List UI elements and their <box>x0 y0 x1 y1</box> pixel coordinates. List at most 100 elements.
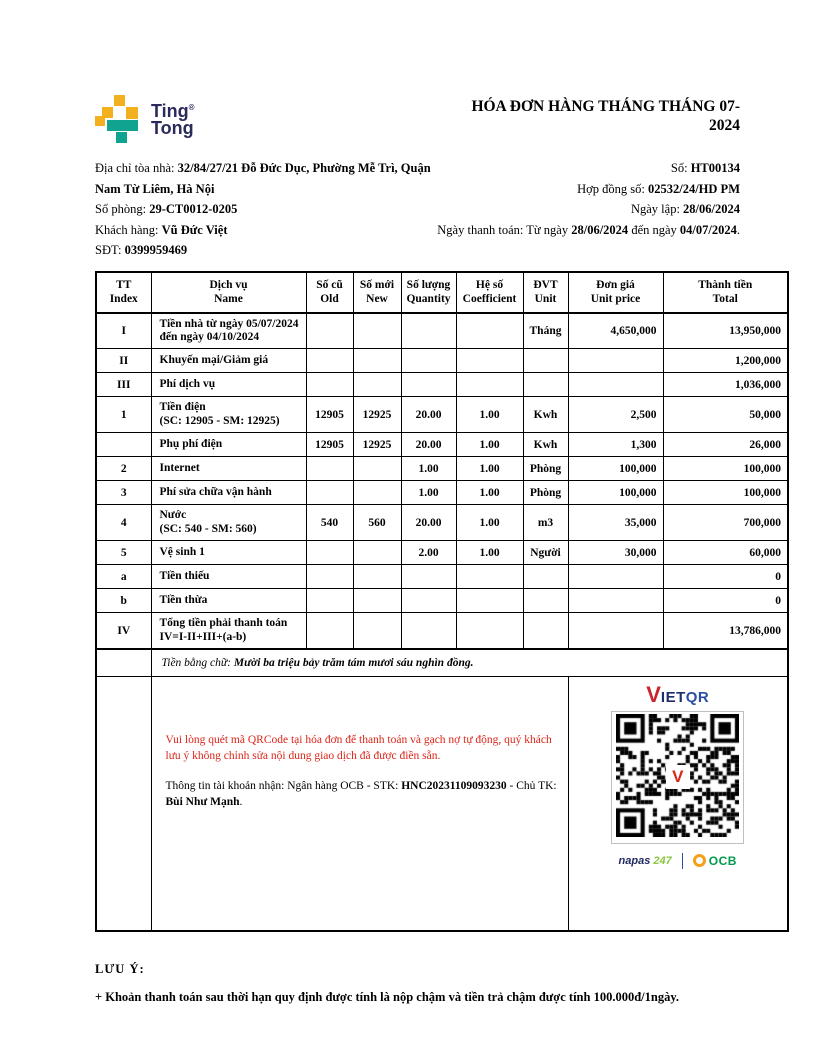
cell-unit-price: 4,650,000 <box>567 312 664 350</box>
cell-unit-price <box>567 612 664 650</box>
cell-unit-price: 2,500 <box>567 396 664 434</box>
account-info: Thông tin tài khoản nhận: Ngân hàng OCB … <box>165 779 557 808</box>
vietqr-panel: VIETQR V napas 247 OCB <box>567 675 789 932</box>
cell-index: 3 <box>95 480 152 506</box>
ocb-icon <box>692 854 706 868</box>
cell-unit: Tháng <box>522 312 569 350</box>
cell-old: 540 <box>305 504 354 542</box>
cell-total: 13,786,000 <box>662 612 789 650</box>
logo-divider <box>681 852 683 869</box>
invoice-title: HÓA ĐƠN HÀNG THÁNG THÁNG 07- 2024 <box>471 98 740 134</box>
payment-instructions: Vui lòng quét mã QRCode tại hóa đơn để t… <box>150 675 569 932</box>
cell-index: 4 <box>95 504 152 542</box>
cell-quantity <box>400 564 457 590</box>
cell-coefficient: 1.00 <box>455 540 524 566</box>
cell-old: 12905 <box>305 432 354 458</box>
table-row: I Tiền nhà từ ngày 05/07/2024 đến ngày 04/… <box>95 312 789 350</box>
cell-old <box>305 540 354 566</box>
issue-date-line: Ngày lập: 28/06/2024 <box>630 202 740 217</box>
vietqr-center-mark: V <box>665 765 690 790</box>
cell-coefficient <box>455 348 524 374</box>
cell-new: 560 <box>352 504 402 542</box>
property-info: Địa chỉ tòa nhà: 32/84/27/21 Đỗ Đức Dục,… <box>95 158 437 261</box>
cell-new <box>352 564 402 590</box>
cell-quantity: 2.00 <box>400 540 457 566</box>
cell-unit <box>522 612 569 650</box>
cell-name: Phụ phí điện <box>150 432 307 458</box>
cell-total: 700,000 <box>662 504 789 542</box>
table-header-cell: Số cũ Old <box>305 271 354 314</box>
invoice-meta: Địa chỉ tòa nhà: 32/84/27/21 Đỗ Đức Dục,… <box>95 158 787 261</box>
cell-old <box>305 564 354 590</box>
cell-unit-price <box>567 564 664 590</box>
cell-unit-price <box>567 588 664 614</box>
cell-new <box>352 456 402 482</box>
cell-name: Phí sửa chữa vận hành <box>150 480 307 506</box>
table-header-cell: Dịch vụ Name <box>150 271 307 314</box>
cell-total: 26,000 <box>662 432 789 458</box>
cell-new <box>352 480 402 506</box>
cell-new <box>352 612 402 650</box>
cell-index: II <box>95 348 152 374</box>
cell-coefficient: 1.00 <box>455 396 524 434</box>
cell-name: Tổng tiền phải thanh toán IV=I-II+III+(a-… <box>150 612 307 650</box>
cell-coefficient <box>455 588 524 614</box>
table-row: 5 Vệ sinh 1 2.00 1.00 Người 30,000 60,000 <box>95 540 789 566</box>
footer-note: LƯU Ý: + Khoản thanh toán sau thời hạn q… <box>95 962 787 1005</box>
table-row: 4 Nước (SC: 540 - SM: 560) 540 560 20.00 1.00 m… <box>95 504 789 542</box>
cell-quantity <box>400 588 457 614</box>
cell-name: Khuyến mại/Giảm giá <box>150 348 307 374</box>
invoice-number-line: Số: HT00134 <box>670 161 740 175</box>
cell-index: 1 <box>95 396 152 434</box>
table-row: II Khuyến mại/Giảm giá 1,200,000 <box>95 348 789 374</box>
table-row: III Phí dịch vụ 1,036,000 <box>95 372 789 398</box>
cell-old <box>305 312 354 350</box>
cell-name: Phí dịch vụ <box>150 372 307 398</box>
cell-quantity: 1.00 <box>400 480 457 506</box>
cell-coefficient <box>455 612 524 650</box>
cell-index: a <box>95 564 152 590</box>
cell-quantity <box>400 372 457 398</box>
table-header-cell: ĐVT Unit <box>522 271 569 314</box>
address-line: Địa chỉ tòa nhà: 32/84/27/21 Đỗ Đức Dục,… <box>95 161 431 175</box>
table-header-cell: Thành tiền Total <box>662 271 789 314</box>
customer-line: Khách hàng: Vũ Đức Việt <box>95 222 228 237</box>
cell-index: b <box>95 588 152 614</box>
contract-line: Hợp đồng số: 02532/24/HD PM <box>577 181 740 196</box>
cell-quantity: 20.00 <box>400 396 457 434</box>
cell-old: 12905 <box>305 396 354 434</box>
cell-name: Tiền nhà từ ngày 05/07/2024 đến ngày 04/1… <box>150 312 307 350</box>
cell-quantity: 20.00 <box>400 504 457 542</box>
table-row: Phụ phí điện 12905 12925 20.00 1.00 Kwh 1,300 2… <box>95 432 789 458</box>
amount-in-words: Tiền bằng chữ: Mười ba triệu bảy trăm tá… <box>150 647 789 677</box>
cell-index: IV <box>95 612 152 650</box>
cell-total: 1,036,000 <box>662 372 789 398</box>
cell-unit-price <box>567 372 664 398</box>
cell-name: Tiền thừa <box>150 588 307 614</box>
note-body: + Khoản thanh toán sau thời hạn quy định… <box>95 989 680 1004</box>
cell-unit <box>522 564 569 590</box>
table-row: 3 Phí sửa chữa vận hành 1.00 1.00 Phòng 100,0… <box>95 480 789 506</box>
cell-unit: Phòng <box>522 480 569 506</box>
cell-unit-price: 35,000 <box>567 504 664 542</box>
vietqr-logo: VIETQR <box>646 681 710 707</box>
cell-new <box>352 540 402 566</box>
cell-name: Tiền điện (SC: 12905 - SM: 12925) <box>150 396 307 434</box>
cell-unit-price <box>567 348 664 374</box>
phone-line: SĐT: 0399959469 <box>95 243 188 258</box>
cell-coefficient: 1.00 <box>455 456 524 482</box>
table-header-cell: TT Index <box>95 271 152 314</box>
table-header-cell: Hệ số Coefficient <box>455 271 524 314</box>
cell-old <box>305 612 354 650</box>
cell-name: Vệ sinh 1 <box>150 540 307 566</box>
table-row: IV Tổng tiền phải thanh toán IV=I-II+III+(… <box>95 612 789 650</box>
cell-index: 2 <box>95 456 152 482</box>
cell-name: Tiền thiếu <box>150 564 307 590</box>
table-row: 2 Internet 1.00 1.00 Phòng 100,000 100,000 <box>95 456 789 482</box>
napas-logo: napas 247 <box>618 854 672 867</box>
invoice-info: Số: HT00134 Hợp đồng số: 02532/24/HD PM … <box>437 158 787 261</box>
cell-total: 50,000 <box>662 396 789 434</box>
cell-old <box>305 456 354 482</box>
cell-unit-price: 1,300 <box>567 432 664 458</box>
cell-unit: Kwh <box>522 396 569 434</box>
